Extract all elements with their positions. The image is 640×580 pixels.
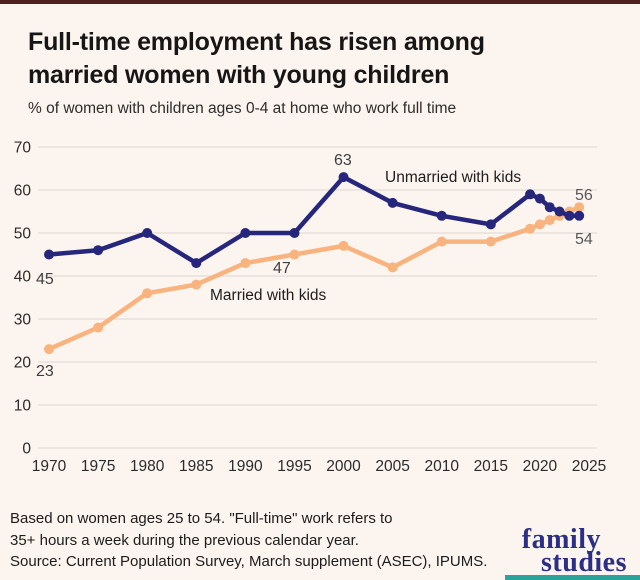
data-point-married-with-kids-1980 <box>142 288 153 299</box>
top-accent-bar <box>0 0 640 4</box>
family-studies-logo: family studies <box>521 524 627 578</box>
footnote-line1: Based on women ages 25 to 54. "Full-time… <box>10 510 393 527</box>
page-title: Full-time employment has risen among mar… <box>28 26 608 92</box>
logo-word-family: family <box>521 524 601 555</box>
x-tick-label-2015: 2015 <box>474 458 508 475</box>
data-point-unmarried-with-kids-1985 <box>191 258 202 269</box>
x-tick-label-1985: 1985 <box>179 458 213 475</box>
x-tick-label-1970: 1970 <box>32 458 67 475</box>
data-point-unmarried-with-kids-2021 <box>544 202 555 213</box>
x-tick-label-2005: 2005 <box>375 458 409 475</box>
y-tick-label-50: 50 <box>14 226 32 243</box>
annotation-unmarried-end-54: 54 <box>575 231 593 248</box>
data-point-married-with-kids-2020 <box>534 219 545 230</box>
data-point-unmarried-with-kids-2024 <box>574 210 585 221</box>
data-point-married-with-kids-2000 <box>338 240 349 251</box>
y-tick-label-60: 60 <box>14 183 32 200</box>
logo-teal-underline <box>505 575 640 580</box>
data-point-unmarried-with-kids-2010 <box>436 210 447 221</box>
logo-word-studies: studies <box>541 547 627 578</box>
data-point-married-with-kids-2015 <box>485 236 496 247</box>
x-tick-label-1995: 1995 <box>277 458 311 475</box>
data-point-married-with-kids-2021 <box>544 215 555 226</box>
page-title-line2: married women with young children <box>28 61 450 89</box>
x-tick-label-2010: 2010 <box>424 458 459 475</box>
series-label-unmarried: Unmarried with kids <box>385 169 522 186</box>
y-tick-label-40: 40 <box>14 269 32 286</box>
annotation-married-2000-47: 47 <box>273 260 291 277</box>
x-tick-label-2025: 2025 <box>572 458 606 475</box>
x-tick-label-1975: 1975 <box>81 458 115 475</box>
y-tick-label-20: 20 <box>14 355 32 372</box>
data-point-unmarried-with-kids-1990 <box>240 228 251 238</box>
data-point-unmarried-with-kids-2020 <box>534 193 545 204</box>
data-point-unmarried-with-kids-1975 <box>93 245 104 256</box>
data-point-married-with-kids-1985 <box>191 279 202 290</box>
y-tick-label-70: 70 <box>14 140 32 157</box>
data-point-unmarried-with-kids-2005 <box>387 197 398 208</box>
page-title-line1: Full-time employment has risen among <box>28 28 485 56</box>
data-point-married-with-kids-2019 <box>525 223 536 234</box>
data-point-married-with-kids-2010 <box>436 236 447 247</box>
data-point-unmarried-with-kids-2023 <box>564 210 575 221</box>
series-line-unmarried-with-kids <box>46 174 582 266</box>
data-point-married-with-kids-2005 <box>387 262 398 273</box>
x-tick-label-2020: 2020 <box>523 458 558 475</box>
data-point-married-with-kids-1975 <box>93 322 104 333</box>
footnote: Based on women ages 25 to 54. "Full-time… <box>10 508 510 573</box>
chart-subtitle: % of women with children ages 0-4 at hom… <box>28 100 457 117</box>
y-tick-label-30: 30 <box>14 312 32 329</box>
data-point-unmarried-with-kids-2000 <box>338 172 349 183</box>
y-tick-label-10: 10 <box>14 398 32 415</box>
data-point-married-with-kids-1995 <box>289 249 300 260</box>
line-chart: 0 10 20 30 40 50 60 70 1970 1975 1980 1985 1990 1995 2… <box>0 133 640 480</box>
x-tick-label-1980: 1980 <box>130 458 165 475</box>
data-point-unmarried-with-kids-1995 <box>289 228 300 238</box>
data-point-unmarried-with-kids-1970 <box>44 249 54 260</box>
footnote-line3: Source: Current Population Survey, March… <box>10 553 488 570</box>
annotation-married-start-23: 23 <box>36 363 54 380</box>
x-tick-label-1990: 1990 <box>228 458 263 475</box>
chart-canvas: 0 10 20 30 40 50 60 70 1970 1975 1980 1985 1990 1995 2… <box>14 140 606 476</box>
data-point-married-with-kids-2024 <box>574 202 585 213</box>
data-point-married-with-kids-1990 <box>240 258 251 269</box>
annotation-married-end-56: 56 <box>575 187 593 204</box>
data-point-married-with-kids-1970 <box>44 344 54 355</box>
footnote-line2: 35+ hours a week during the previous cal… <box>10 531 359 549</box>
data-point-unmarried-with-kids-2019 <box>525 189 536 200</box>
x-tick-label-2000: 2000 <box>326 458 361 475</box>
data-point-unmarried-with-kids-2022 <box>554 206 565 217</box>
y-tick-label-0: 0 <box>22 441 31 458</box>
data-point-unmarried-with-kids-2015 <box>485 219 496 230</box>
series-label-married: Married with kids <box>210 287 327 304</box>
annotation-unmarried-peak-63: 63 <box>334 152 352 169</box>
annotation-unmarried-start-45: 45 <box>36 271 54 288</box>
data-point-unmarried-with-kids-1980 <box>142 228 153 238</box>
series-line-married-with-kids <box>46 204 582 352</box>
